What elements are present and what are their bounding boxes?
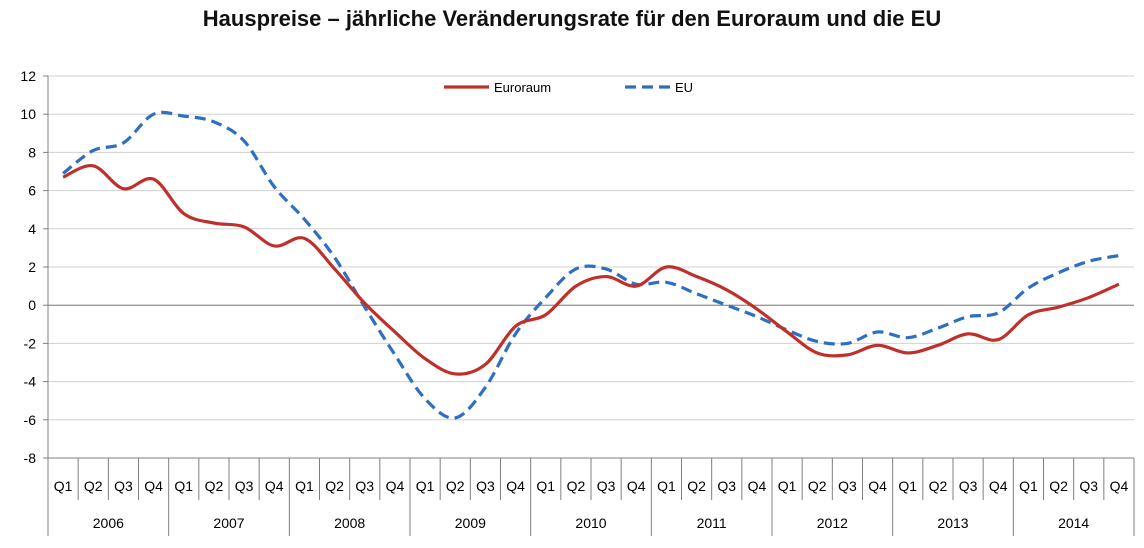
y-tick-label: 6	[28, 183, 36, 199]
y-tick-label: -8	[24, 450, 37, 466]
year-label: 2008	[334, 515, 365, 531]
y-tick-label: 2	[28, 259, 36, 275]
y-tick-label: -2	[24, 335, 37, 351]
quarter-label: Q1	[295, 478, 314, 494]
quarter-label: Q4	[627, 478, 646, 494]
quarter-label: Q4	[386, 478, 405, 494]
quarter-label: Q1	[536, 478, 555, 494]
quarter-label: Q3	[838, 478, 857, 494]
quarter-label: Q4	[1110, 478, 1129, 494]
legend-label-euroraum: Euroraum	[494, 80, 551, 95]
quarter-label: Q4	[989, 478, 1008, 494]
y-tick-label: 0	[28, 297, 36, 313]
year-label: 2013	[937, 515, 968, 531]
quarter-label: Q4	[748, 478, 767, 494]
year-label: 2007	[213, 515, 244, 531]
quarter-label: Q2	[446, 478, 465, 494]
quarter-label: Q2	[687, 478, 706, 494]
quarter-label: Q4	[144, 478, 163, 494]
quarter-label: Q2	[1049, 478, 1068, 494]
quarter-label: Q2	[567, 478, 586, 494]
quarter-label: Q3	[355, 478, 374, 494]
year-label: 2010	[575, 515, 606, 531]
year-label: 2006	[93, 515, 124, 531]
quarter-label: Q1	[778, 478, 797, 494]
quarter-label: Q1	[54, 478, 73, 494]
quarter-label: Q3	[235, 478, 254, 494]
year-label: 2014	[1058, 515, 1089, 531]
chart-title: Hauspreise – jährliche Veränderungsrate …	[202, 6, 942, 31]
quarter-label: Q1	[1019, 478, 1038, 494]
quarter-label: Q4	[265, 478, 284, 494]
quarter-label: Q1	[416, 478, 435, 494]
quarter-label: Q1	[657, 478, 676, 494]
quarter-label: Q2	[929, 478, 948, 494]
quarter-label: Q3	[717, 478, 736, 494]
quarter-label: Q4	[506, 478, 525, 494]
year-label: 2009	[455, 515, 486, 531]
year-label: 2012	[817, 515, 848, 531]
quarter-label: Q1	[174, 478, 193, 494]
y-tick-label: -4	[24, 374, 37, 390]
quarter-label: Q3	[1079, 478, 1098, 494]
quarter-label: Q2	[325, 478, 344, 494]
quarter-label: Q2	[84, 478, 103, 494]
quarter-label: Q2	[808, 478, 827, 494]
y-tick-label: 4	[28, 221, 36, 237]
quarter-label: Q2	[205, 478, 224, 494]
legend-label-eu: EU	[675, 80, 693, 95]
y-tick-label: 10	[20, 106, 36, 122]
quarter-label: Q3	[476, 478, 495, 494]
y-tick-label: 8	[28, 144, 36, 160]
quarter-label: Q4	[868, 478, 887, 494]
quarter-label: Q1	[898, 478, 917, 494]
quarter-label: Q3	[597, 478, 616, 494]
series-line-eu	[62, 110, 1120, 420]
quarter-label: Q3	[114, 478, 133, 494]
y-tick-label: -6	[24, 412, 37, 428]
quarter-label: Q3	[959, 478, 978, 494]
year-label: 2011	[697, 515, 727, 531]
y-tick-label: 12	[20, 68, 36, 84]
series-line-euroraum	[62, 164, 1120, 376]
